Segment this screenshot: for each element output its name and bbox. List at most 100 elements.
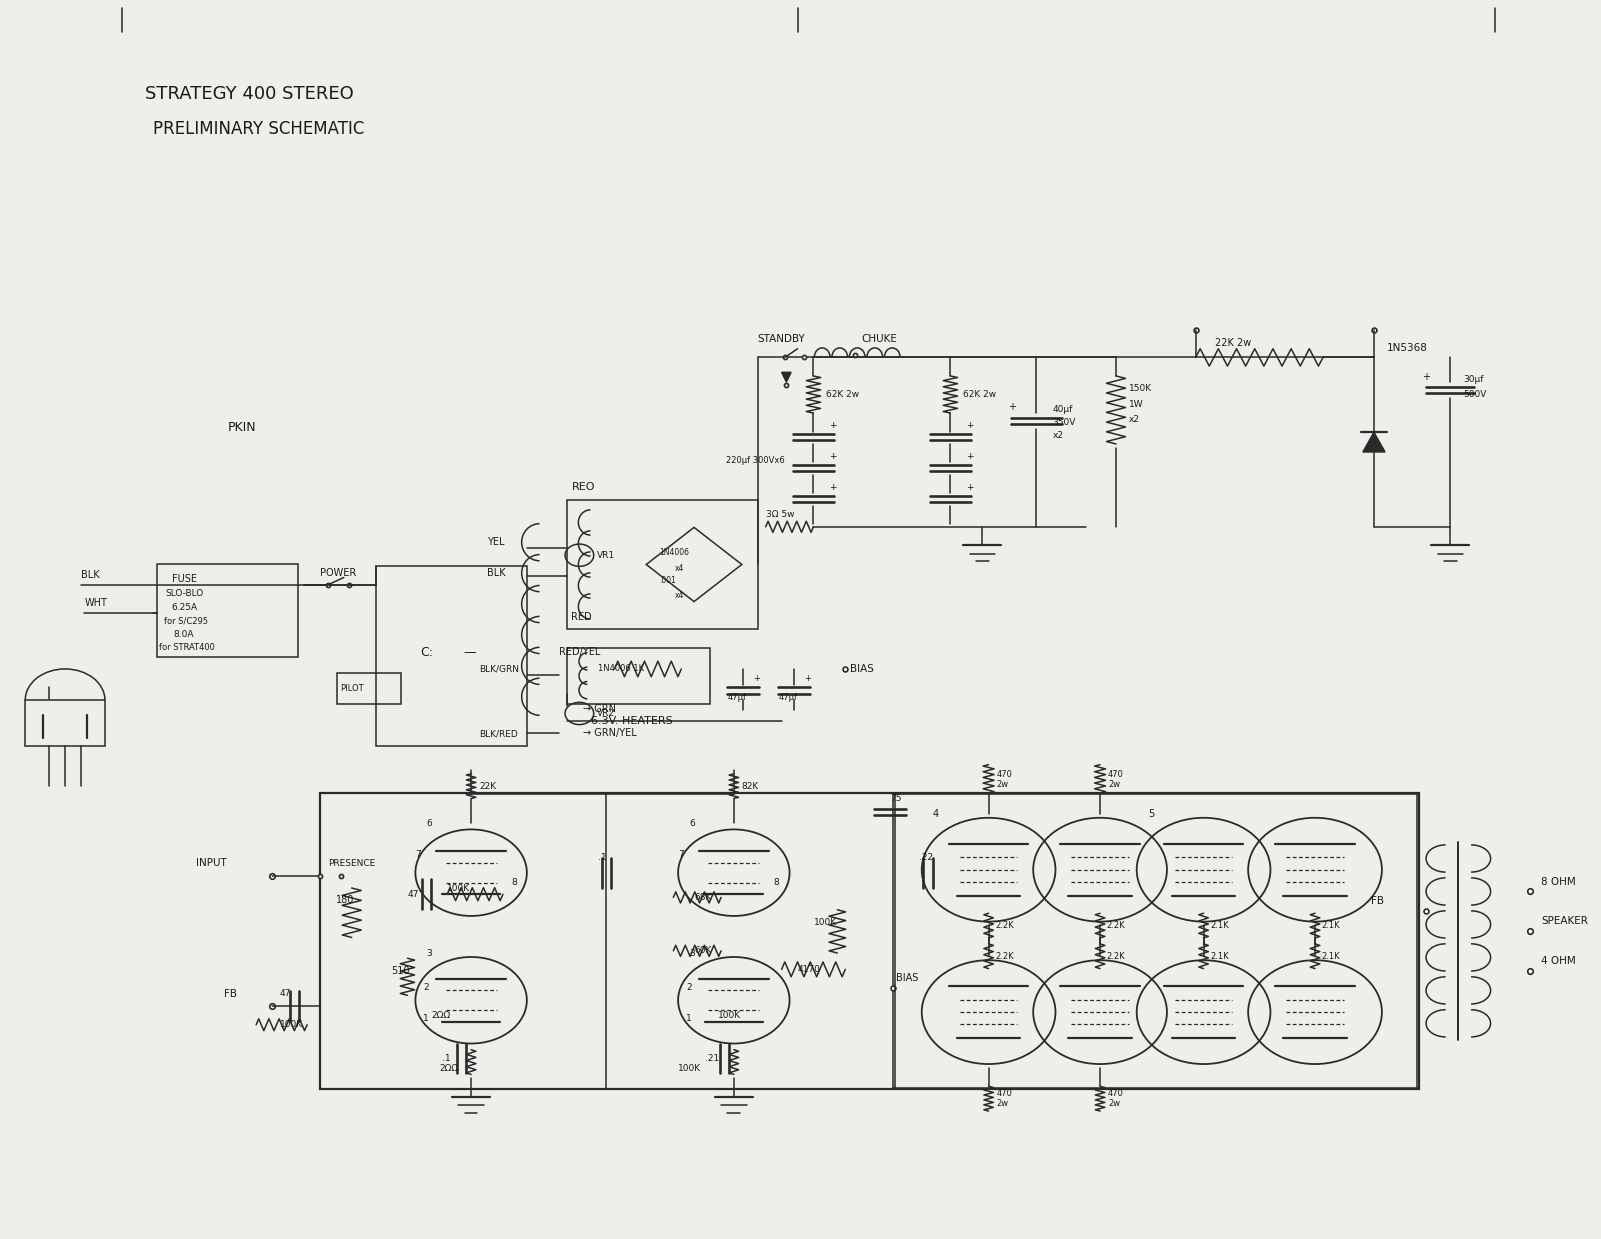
Text: 4: 4 (933, 809, 940, 819)
Text: 4 OHM: 4 OHM (1542, 955, 1575, 965)
Text: 5: 5 (1148, 809, 1154, 819)
Text: 6.25A: 6.25A (171, 602, 199, 612)
Text: for S/C295: for S/C295 (163, 616, 208, 626)
Text: SPEAKER: SPEAKER (1542, 916, 1588, 926)
Text: 100K: 100K (447, 883, 471, 892)
Text: VR2: VR2 (597, 709, 615, 717)
Text: 6.3V. HEATERS: 6.3V. HEATERS (591, 716, 672, 726)
Text: 180: 180 (336, 896, 354, 906)
Text: 30μf: 30μf (1463, 375, 1484, 384)
Text: +: + (1422, 372, 1430, 382)
Bar (320, 793, 1418, 1089)
Text: 100K: 100K (813, 918, 837, 927)
Polygon shape (1362, 432, 1385, 452)
Bar (376, 566, 527, 746)
Text: 75: 75 (890, 794, 901, 803)
Text: 68K: 68K (695, 893, 711, 902)
Text: 350V: 350V (1052, 419, 1076, 427)
Text: 1W: 1W (1129, 400, 1143, 409)
Text: 47: 47 (280, 989, 291, 999)
Text: 470
2w: 470 2w (1108, 1089, 1124, 1109)
Text: +: + (967, 483, 973, 492)
Text: 220μf 300Vx6: 220μf 300Vx6 (725, 456, 784, 465)
Text: +: + (829, 483, 837, 492)
Text: REO: REO (572, 482, 596, 492)
Text: 150K: 150K (1129, 384, 1151, 393)
Text: 60K: 60K (695, 947, 711, 955)
Text: FUSE: FUSE (171, 574, 197, 584)
Text: .1: .1 (599, 854, 607, 862)
Text: 470
2w: 470 2w (996, 1089, 1012, 1109)
Text: 62K 2w: 62K 2w (826, 390, 860, 399)
Text: +: + (752, 674, 760, 684)
Text: BLK: BLK (487, 567, 506, 577)
Text: BLK: BLK (82, 570, 99, 580)
Text: 47μf: 47μf (778, 693, 797, 701)
Text: SLO-BLO: SLO-BLO (165, 589, 203, 598)
Text: 47μf: 47μf (727, 693, 746, 701)
Text: WHT: WHT (85, 598, 107, 608)
Text: 2.1K: 2.1K (1321, 921, 1340, 930)
Text: BLK/GRN: BLK/GRN (479, 664, 519, 674)
Text: FB: FB (1370, 896, 1383, 907)
Text: for STRAT400: for STRAT400 (158, 643, 215, 653)
Text: 2.1K: 2.1K (1210, 921, 1228, 930)
Text: 2: 2 (423, 984, 429, 992)
Text: PKIN: PKIN (227, 421, 256, 435)
Text: 3: 3 (426, 949, 432, 958)
Text: 62K 2w: 62K 2w (964, 390, 996, 399)
Text: +: + (829, 452, 837, 461)
Text: → GRN: → GRN (583, 704, 615, 714)
Text: 2ΩΩ: 2ΩΩ (431, 1011, 450, 1020)
Text: 6: 6 (690, 819, 695, 828)
Text: +: + (1007, 401, 1015, 411)
Text: .22: .22 (919, 854, 933, 862)
Text: 470
2w: 470 2w (996, 769, 1012, 789)
Text: 100K: 100K (717, 1011, 741, 1020)
Text: +: + (829, 421, 837, 430)
Text: x4: x4 (676, 591, 684, 600)
Text: 1N4006 1K: 1N4006 1K (599, 664, 645, 674)
Text: 1N5368: 1N5368 (1386, 342, 1428, 353)
Text: RED/YEL: RED/YEL (559, 647, 600, 657)
Text: PRELIMINARY SCHEMATIC: PRELIMINARY SCHEMATIC (152, 120, 363, 138)
Text: 2.2K: 2.2K (994, 952, 1013, 960)
Text: 22K: 22K (479, 782, 496, 790)
Text: PRESENCE: PRESENCE (328, 859, 375, 867)
Text: 2.1K: 2.1K (1321, 952, 1340, 960)
Text: 82K: 82K (741, 782, 759, 790)
Text: 510: 510 (392, 965, 410, 975)
Text: 8: 8 (773, 878, 780, 887)
Bar (567, 648, 709, 704)
Text: → GRN/YEL: → GRN/YEL (583, 729, 636, 738)
Text: 500V: 500V (1463, 390, 1486, 399)
Text: 2ΩΩ: 2ΩΩ (439, 1064, 458, 1073)
Bar (338, 673, 402, 704)
Bar (157, 564, 298, 657)
Text: INPUT: INPUT (195, 859, 226, 869)
Text: 1N4006: 1N4006 (660, 548, 688, 556)
Text: .1: .1 (442, 1054, 451, 1063)
Text: 470
2w: 470 2w (1108, 769, 1124, 789)
Text: 100K: 100K (679, 1064, 701, 1073)
Text: BIAS: BIAS (897, 973, 919, 983)
Text: BLK/RED: BLK/RED (479, 730, 517, 738)
Text: 2: 2 (687, 984, 692, 992)
Text: STANDBY: STANDBY (757, 333, 805, 344)
Text: 7: 7 (415, 850, 421, 859)
Text: 40μf: 40μf (1052, 405, 1073, 414)
Text: .001: .001 (660, 576, 676, 585)
Text: C:: C: (419, 647, 434, 659)
Text: 8: 8 (511, 878, 517, 887)
Text: YEL: YEL (487, 536, 504, 546)
Text: 1: 1 (423, 1015, 429, 1023)
Text: 7: 7 (679, 850, 684, 859)
Text: 2.2K: 2.2K (1106, 921, 1126, 930)
Text: VR1: VR1 (597, 550, 615, 560)
Text: 22K 2w: 22K 2w (1215, 337, 1250, 348)
Text: FB: FB (224, 989, 237, 999)
Bar (567, 499, 757, 629)
Text: RED: RED (572, 612, 592, 622)
Text: 3Ω 5w: 3Ω 5w (765, 510, 794, 519)
Text: 100K: 100K (280, 1020, 303, 1030)
